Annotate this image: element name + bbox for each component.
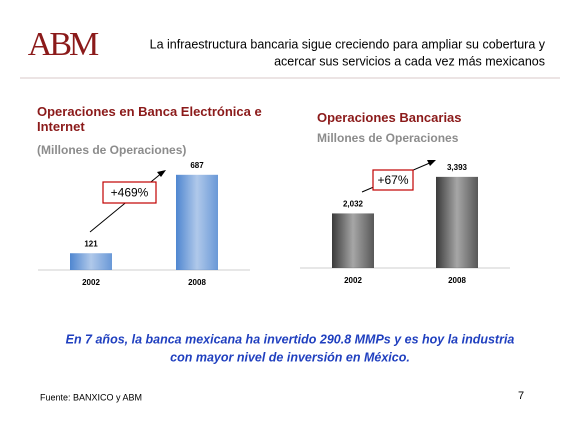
annotation-box [372, 169, 414, 191]
chart-subtitle: Millones de Operaciones [317, 131, 459, 145]
logo: ABM [28, 26, 99, 63]
bar [436, 176, 478, 268]
header-title: acercar sus servicios a cada vez más mex… [274, 54, 545, 68]
conclusion: con mayor nivel de inversión en México. [170, 350, 410, 364]
chart-subtitle: (Millones de Operaciones) [37, 143, 187, 157]
chart-title: Operaciones Bancarias [317, 110, 462, 125]
bar [176, 174, 218, 270]
page-number: 7 [518, 390, 524, 402]
x-tick-label: 2008 [188, 278, 206, 287]
arrow-head [157, 170, 166, 177]
value-label: 687 [190, 161, 204, 170]
value-label: 2,032 [343, 200, 364, 209]
arrow-head [427, 160, 436, 166]
header-title: La infraestructura bancaria sigue crecie… [150, 37, 546, 51]
annotation: +67% [377, 173, 408, 187]
annotation: +469% [111, 186, 149, 200]
bar [332, 213, 374, 268]
chart-title: Operaciones en Banca Electrónica e Inter… [37, 104, 262, 134]
value-label: 121 [84, 239, 98, 248]
x-tick-label: 2008 [448, 276, 466, 285]
annotation-box [102, 181, 157, 204]
x-tick-label: 2002 [344, 276, 362, 285]
x-tick-label: 2002 [82, 278, 100, 287]
value-label: 3,393 [447, 163, 468, 172]
conclusion: En 7 años, la banca mexicana ha invertid… [66, 332, 515, 346]
source: Fuente: BANXICO y ABM [40, 392, 142, 402]
bar [70, 253, 112, 270]
